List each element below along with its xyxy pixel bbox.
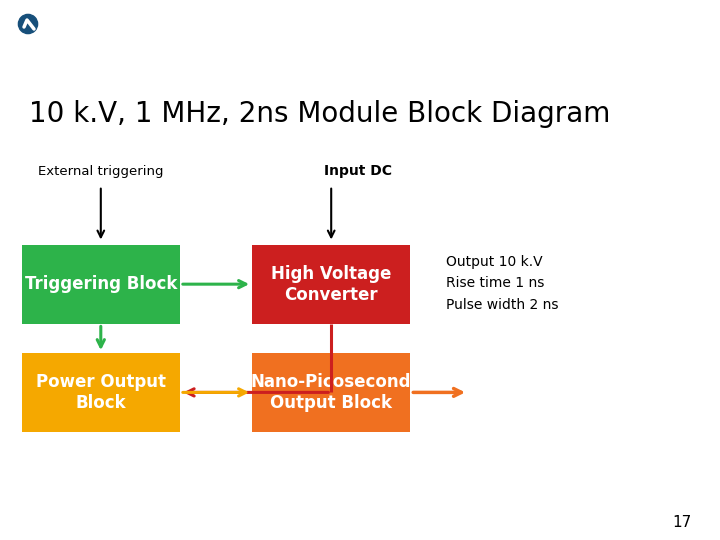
Text: Triggering Block: Triggering Block	[24, 275, 177, 293]
FancyBboxPatch shape	[22, 353, 180, 432]
Text: FID GmbH: FID GmbH	[52, 14, 170, 34]
Text: Power Output
Block: Power Output Block	[36, 373, 166, 412]
Circle shape	[12, 8, 44, 40]
Text: 17: 17	[672, 515, 691, 530]
Text: 10 k.V, 1 MHz, 2ns Module Block Diagram: 10 k.V, 1 MHz, 2ns Module Block Diagram	[29, 100, 610, 127]
Text: Nano-Picosecond
Output Block: Nano-Picosecond Output Block	[251, 373, 411, 412]
FancyBboxPatch shape	[252, 353, 410, 432]
Text: Input DC: Input DC	[324, 164, 392, 178]
Text: Output 10 k.V
Rise time 1 ns
Pulse width 2 ns: Output 10 k.V Rise time 1 ns Pulse width…	[446, 255, 559, 312]
Text: High Voltage
Converter: High Voltage Converter	[271, 265, 392, 303]
Text: External triggering: External triggering	[38, 165, 163, 178]
FancyBboxPatch shape	[22, 245, 180, 323]
FancyBboxPatch shape	[252, 245, 410, 323]
Circle shape	[19, 15, 37, 33]
